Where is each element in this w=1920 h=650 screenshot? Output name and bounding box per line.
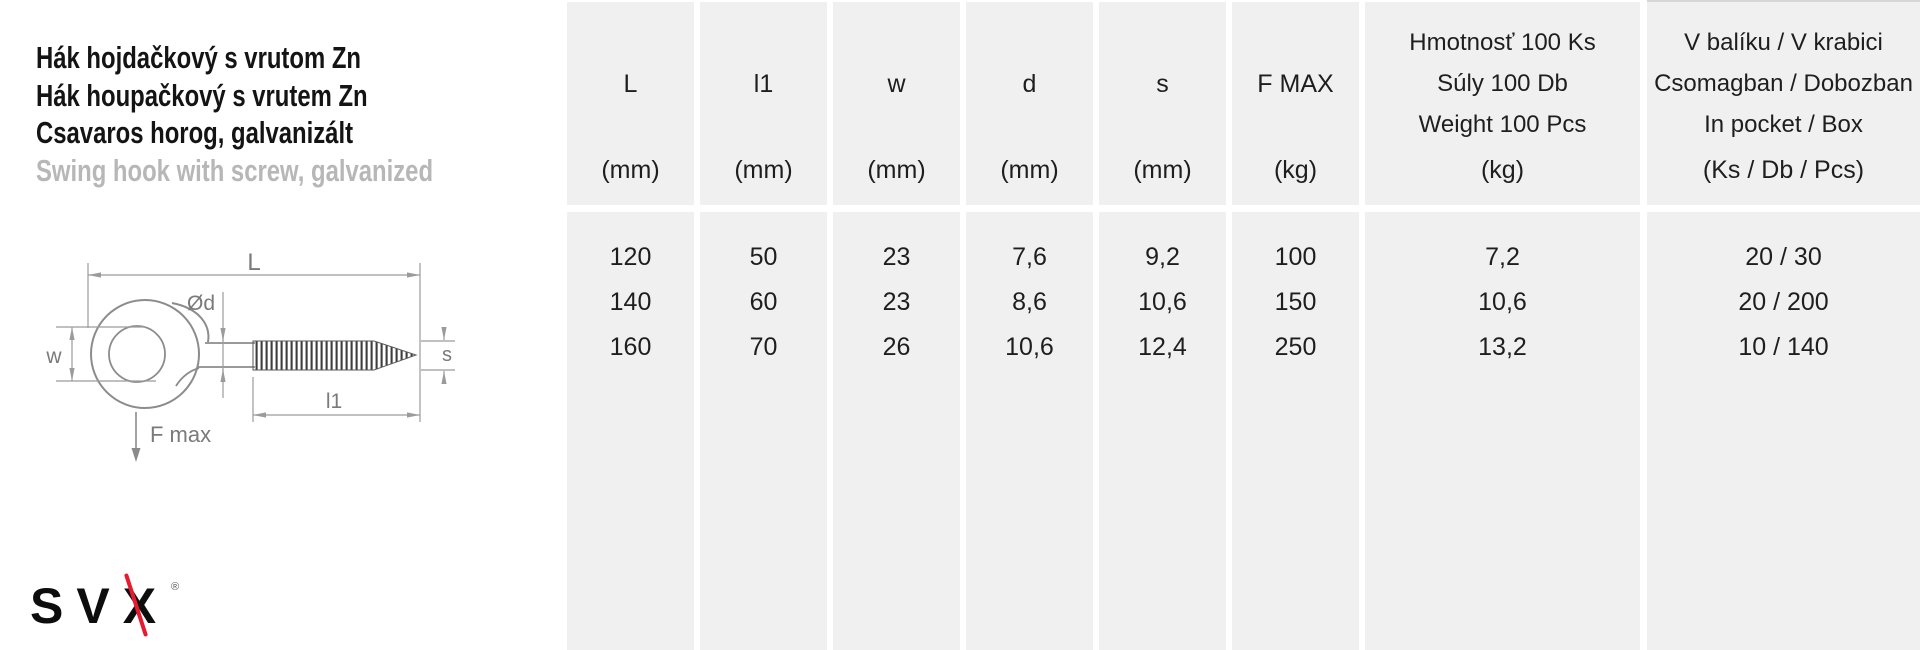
column-unit: (mm) [734,156,793,184]
column-header-L: L (mm) [567,2,694,205]
column-label: L [623,70,638,98]
column-header-l1: l1 (mm) [700,2,827,205]
column-unit: (mm) [601,156,660,184]
column-label: d [1022,70,1037,98]
column-label: Weight 100 Pcs [1418,111,1587,138]
product-title-en: Swing hook with screw, galvanized [36,152,434,188]
logo-wordmark: SVX [30,578,170,634]
product-titles: Hák hojdačkový s vrutom Zn Hák houpačkov… [36,39,529,189]
table-cell: 70 [749,333,778,361]
dim-label-w: w [45,345,62,368]
table-cell: 7,6 [1012,243,1047,271]
table-cell: 23 [882,243,911,271]
column-header-s: s (mm) [1099,2,1226,205]
column-header-pack: V balíku / V krabici Csomagban / Dobozba… [1647,2,1920,205]
dim-label-l1: l1 [326,390,342,413]
table-cell: 9,2 [1145,243,1180,271]
table-cell: 150 [1274,288,1317,316]
column-header-weight: Hmotnosť 100 Ks Súly 100 Db Weight 100 P… [1365,2,1640,205]
column-body-l1: 50 60 70 [700,212,827,650]
force-arrow [131,412,141,462]
table-cell: 50 [749,243,778,271]
column-unit: (kg) [1480,156,1525,184]
column-body-s: 9,2 10,6 12,4 [1099,212,1226,650]
column-label: s [1156,70,1169,98]
table-cell: 13,2 [1478,333,1527,361]
column-body-weight: 7,2 10,6 13,2 [1365,212,1640,650]
table-cell: 120 [609,243,652,271]
product-title-cz: Hák houpačkový s vrutem Zn [36,77,368,113]
table-cell: 250 [1274,333,1317,361]
pack-column-top-border [1647,0,1920,3]
table-cell: 10,6 [1138,288,1187,316]
column-label: In pocket / Box [1704,111,1863,138]
column-header-d: d (mm) [966,2,1093,205]
column-label: Súly 100 Db [1437,70,1568,97]
column-unit: (Ks / Db / Pcs) [1702,156,1865,184]
table-cell: 7,2 [1485,243,1520,271]
table-cell: 23 [882,288,911,316]
column-body-pack: 20 / 30 20 / 200 10 / 140 [1647,212,1920,650]
hook-outline [90,299,255,409]
column-body-L: 120 140 160 [567,212,694,650]
column-label: Hmotnosť 100 Ks [1409,29,1596,56]
table-cell: 10,6 [1478,288,1527,316]
screw-thread [252,340,418,371]
column-header-w: w (mm) [833,2,960,205]
column-unit: (mm) [867,156,926,184]
column-label: Csomagban / Dobozban [1654,70,1913,97]
technical-drawing: L Ød w s l1 F max [45,249,455,462]
table-cell: 100 [1274,243,1317,271]
column-label: F MAX [1257,70,1334,98]
column-label: V balíku / V krabici [1684,29,1883,56]
table-cell: 140 [609,288,652,316]
column-label: w [887,70,906,98]
column-label: l1 [753,70,774,98]
dim-label-s: s [442,344,452,366]
registered-mark: ® [171,581,180,593]
table-cell: 10 / 140 [1738,333,1829,361]
column-header-fmax: F MAX (kg) [1232,2,1359,205]
table-cell: 20 / 200 [1738,288,1829,316]
table-cell: 20 / 30 [1745,243,1822,271]
column-body-d: 7,6 8,6 10,6 [966,212,1093,650]
dim-label-d: Ød [187,292,215,315]
product-title-hu: Csavaros horog, galvanizált [36,115,354,151]
column-body-fmax: 100 150 250 [1232,212,1359,650]
column-unit: (mm) [1133,156,1192,184]
brand-logo: SVX ® [30,572,200,644]
table-cell: 60 [749,288,778,316]
dim-label-fmax: F max [150,422,211,447]
table-cell: 160 [609,333,652,361]
table-cell: 8,6 [1012,288,1047,316]
column-unit: (kg) [1273,156,1318,184]
column-body-w: 23 23 26 [833,212,960,650]
table-cell: 10,6 [1005,333,1054,361]
column-unit: (mm) [1000,156,1059,184]
table-cell: 26 [882,333,911,361]
product-title-sk: Hák hojdačkový s vrutom Zn [36,40,361,75]
table-cell: 12,4 [1138,333,1187,361]
dim-label-L: L [247,249,260,276]
dimension-lines [56,263,455,422]
